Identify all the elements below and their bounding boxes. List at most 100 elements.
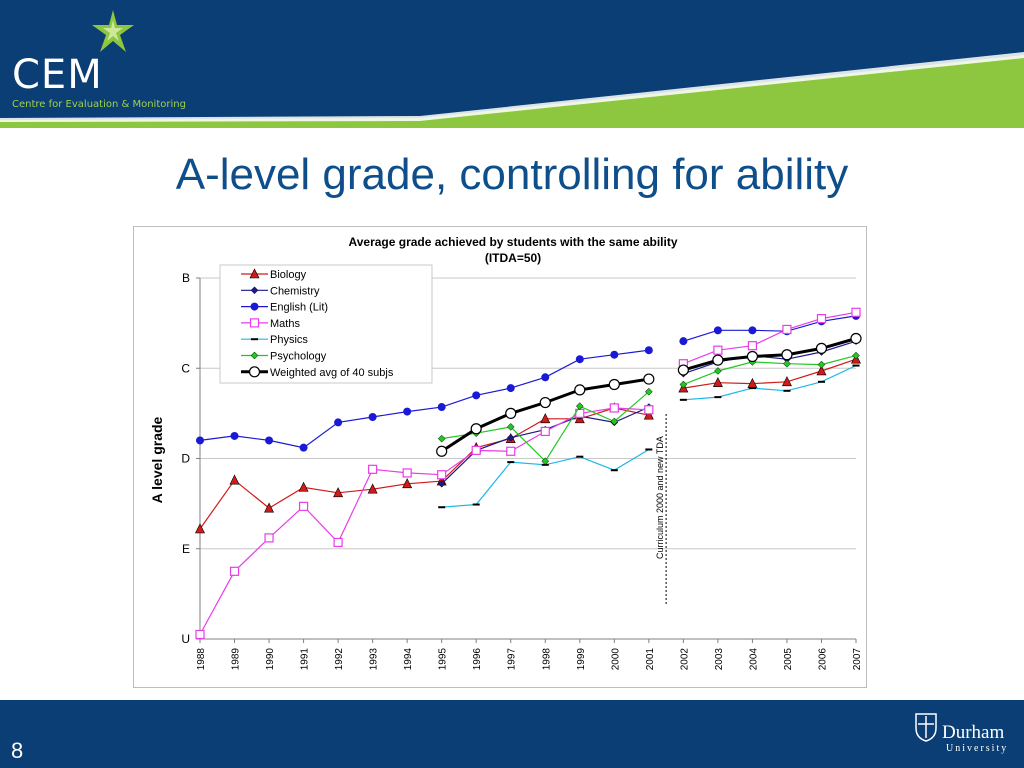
data-point xyxy=(816,314,827,324)
data-point xyxy=(644,387,653,396)
data-point xyxy=(575,355,584,364)
university-crest-icon xyxy=(915,713,937,742)
series-line xyxy=(199,349,649,449)
data-point xyxy=(229,566,240,576)
legend-entry: Maths xyxy=(270,318,300,330)
data-point xyxy=(250,302,259,311)
x-tick-label: 1991 xyxy=(300,648,311,671)
x-tick-label: 1999 xyxy=(576,648,587,671)
logo-subtitle: Centre for Evaluation & Monitoring xyxy=(12,99,186,110)
data-point xyxy=(299,443,308,452)
y-tick-label: C xyxy=(181,361,190,375)
data-point xyxy=(402,468,412,478)
data-point xyxy=(436,445,448,457)
logo-text: CEM xyxy=(12,52,103,98)
chart-title: Average grade achieved by students with … xyxy=(349,235,678,249)
data-point xyxy=(334,418,343,427)
x-tick-label: 2007 xyxy=(852,648,863,671)
data-point xyxy=(712,354,724,366)
y-tick-label: B xyxy=(182,271,190,285)
x-tick-label: 1995 xyxy=(438,648,449,671)
y-tick-label: U xyxy=(181,632,190,646)
data-point xyxy=(506,423,515,431)
data-point xyxy=(610,350,619,359)
data-point xyxy=(195,629,205,640)
data-point xyxy=(817,360,826,369)
chart-frame: Average grade achieved by students with … xyxy=(133,226,867,688)
data-point xyxy=(539,396,551,409)
legend: Biology Chemistry English (Lit) Maths Physic… xyxy=(219,264,433,384)
legend-entry: Weighted avg of 40 subjs xyxy=(270,367,394,379)
data-point xyxy=(249,318,260,328)
data-point xyxy=(437,479,446,488)
data-point xyxy=(506,433,515,442)
data-point xyxy=(645,448,653,451)
data-point xyxy=(576,455,584,458)
x-tick-label: 1992 xyxy=(334,648,345,671)
data-point xyxy=(438,506,446,509)
data-point xyxy=(368,412,377,421)
data-point xyxy=(541,457,550,466)
x-tick-label: 2001 xyxy=(645,648,656,671)
data-point xyxy=(507,461,515,464)
chart-subtitle: (ITDA=50) xyxy=(485,251,541,265)
line-chart: Average grade achieved by students with … xyxy=(149,235,863,671)
data-point xyxy=(815,342,828,354)
data-point xyxy=(609,403,619,413)
series-line xyxy=(683,364,857,401)
data-point xyxy=(251,338,258,341)
x-tick-label: 1994 xyxy=(403,648,414,671)
data-point xyxy=(852,364,860,367)
x-tick-label: 2003 xyxy=(714,648,725,671)
series-english-lit- xyxy=(196,311,860,452)
data-point xyxy=(575,402,584,411)
data-point xyxy=(333,537,343,548)
data-point xyxy=(747,341,758,351)
data-point xyxy=(333,487,344,498)
data-point xyxy=(230,431,239,440)
data-point xyxy=(643,373,655,385)
series-group xyxy=(195,307,862,640)
data-point xyxy=(643,409,654,420)
x-tick-label: 1990 xyxy=(265,648,276,671)
data-point xyxy=(679,398,687,401)
data-point xyxy=(506,446,516,456)
header-band xyxy=(0,0,1024,128)
data-point xyxy=(644,405,654,415)
data-point xyxy=(850,332,862,345)
data-point xyxy=(540,413,551,424)
data-point xyxy=(250,351,259,360)
data-point xyxy=(816,365,827,376)
data-point xyxy=(851,307,861,317)
data-point xyxy=(610,417,619,426)
footer-band xyxy=(0,700,1024,768)
data-point xyxy=(367,483,378,494)
annotation: Curriculum 2000 and new TDA xyxy=(655,414,667,605)
data-point xyxy=(196,436,204,445)
y-tick-label: E xyxy=(182,542,190,556)
data-point xyxy=(610,469,618,472)
series-line xyxy=(682,337,857,372)
data-point xyxy=(298,481,309,492)
data-point xyxy=(195,523,205,534)
x-tick-label: 1989 xyxy=(231,648,242,671)
data-point xyxy=(677,364,689,376)
university-subtitle: University xyxy=(946,743,1009,754)
data-point xyxy=(852,351,860,360)
data-point xyxy=(437,403,446,412)
data-point xyxy=(714,367,722,375)
data-point xyxy=(746,350,759,363)
data-point xyxy=(264,502,275,513)
series-line xyxy=(683,315,857,342)
data-point xyxy=(540,426,550,437)
legend-entry: Physics xyxy=(270,334,308,346)
header-graphic xyxy=(0,0,1024,128)
university-name: Durham xyxy=(942,722,1005,743)
data-point xyxy=(713,345,723,355)
x-tick-label: 1996 xyxy=(472,648,483,671)
data-point xyxy=(541,373,550,382)
star-icon xyxy=(92,10,134,52)
data-point xyxy=(817,380,825,383)
data-point xyxy=(748,326,757,335)
data-point xyxy=(713,326,722,335)
